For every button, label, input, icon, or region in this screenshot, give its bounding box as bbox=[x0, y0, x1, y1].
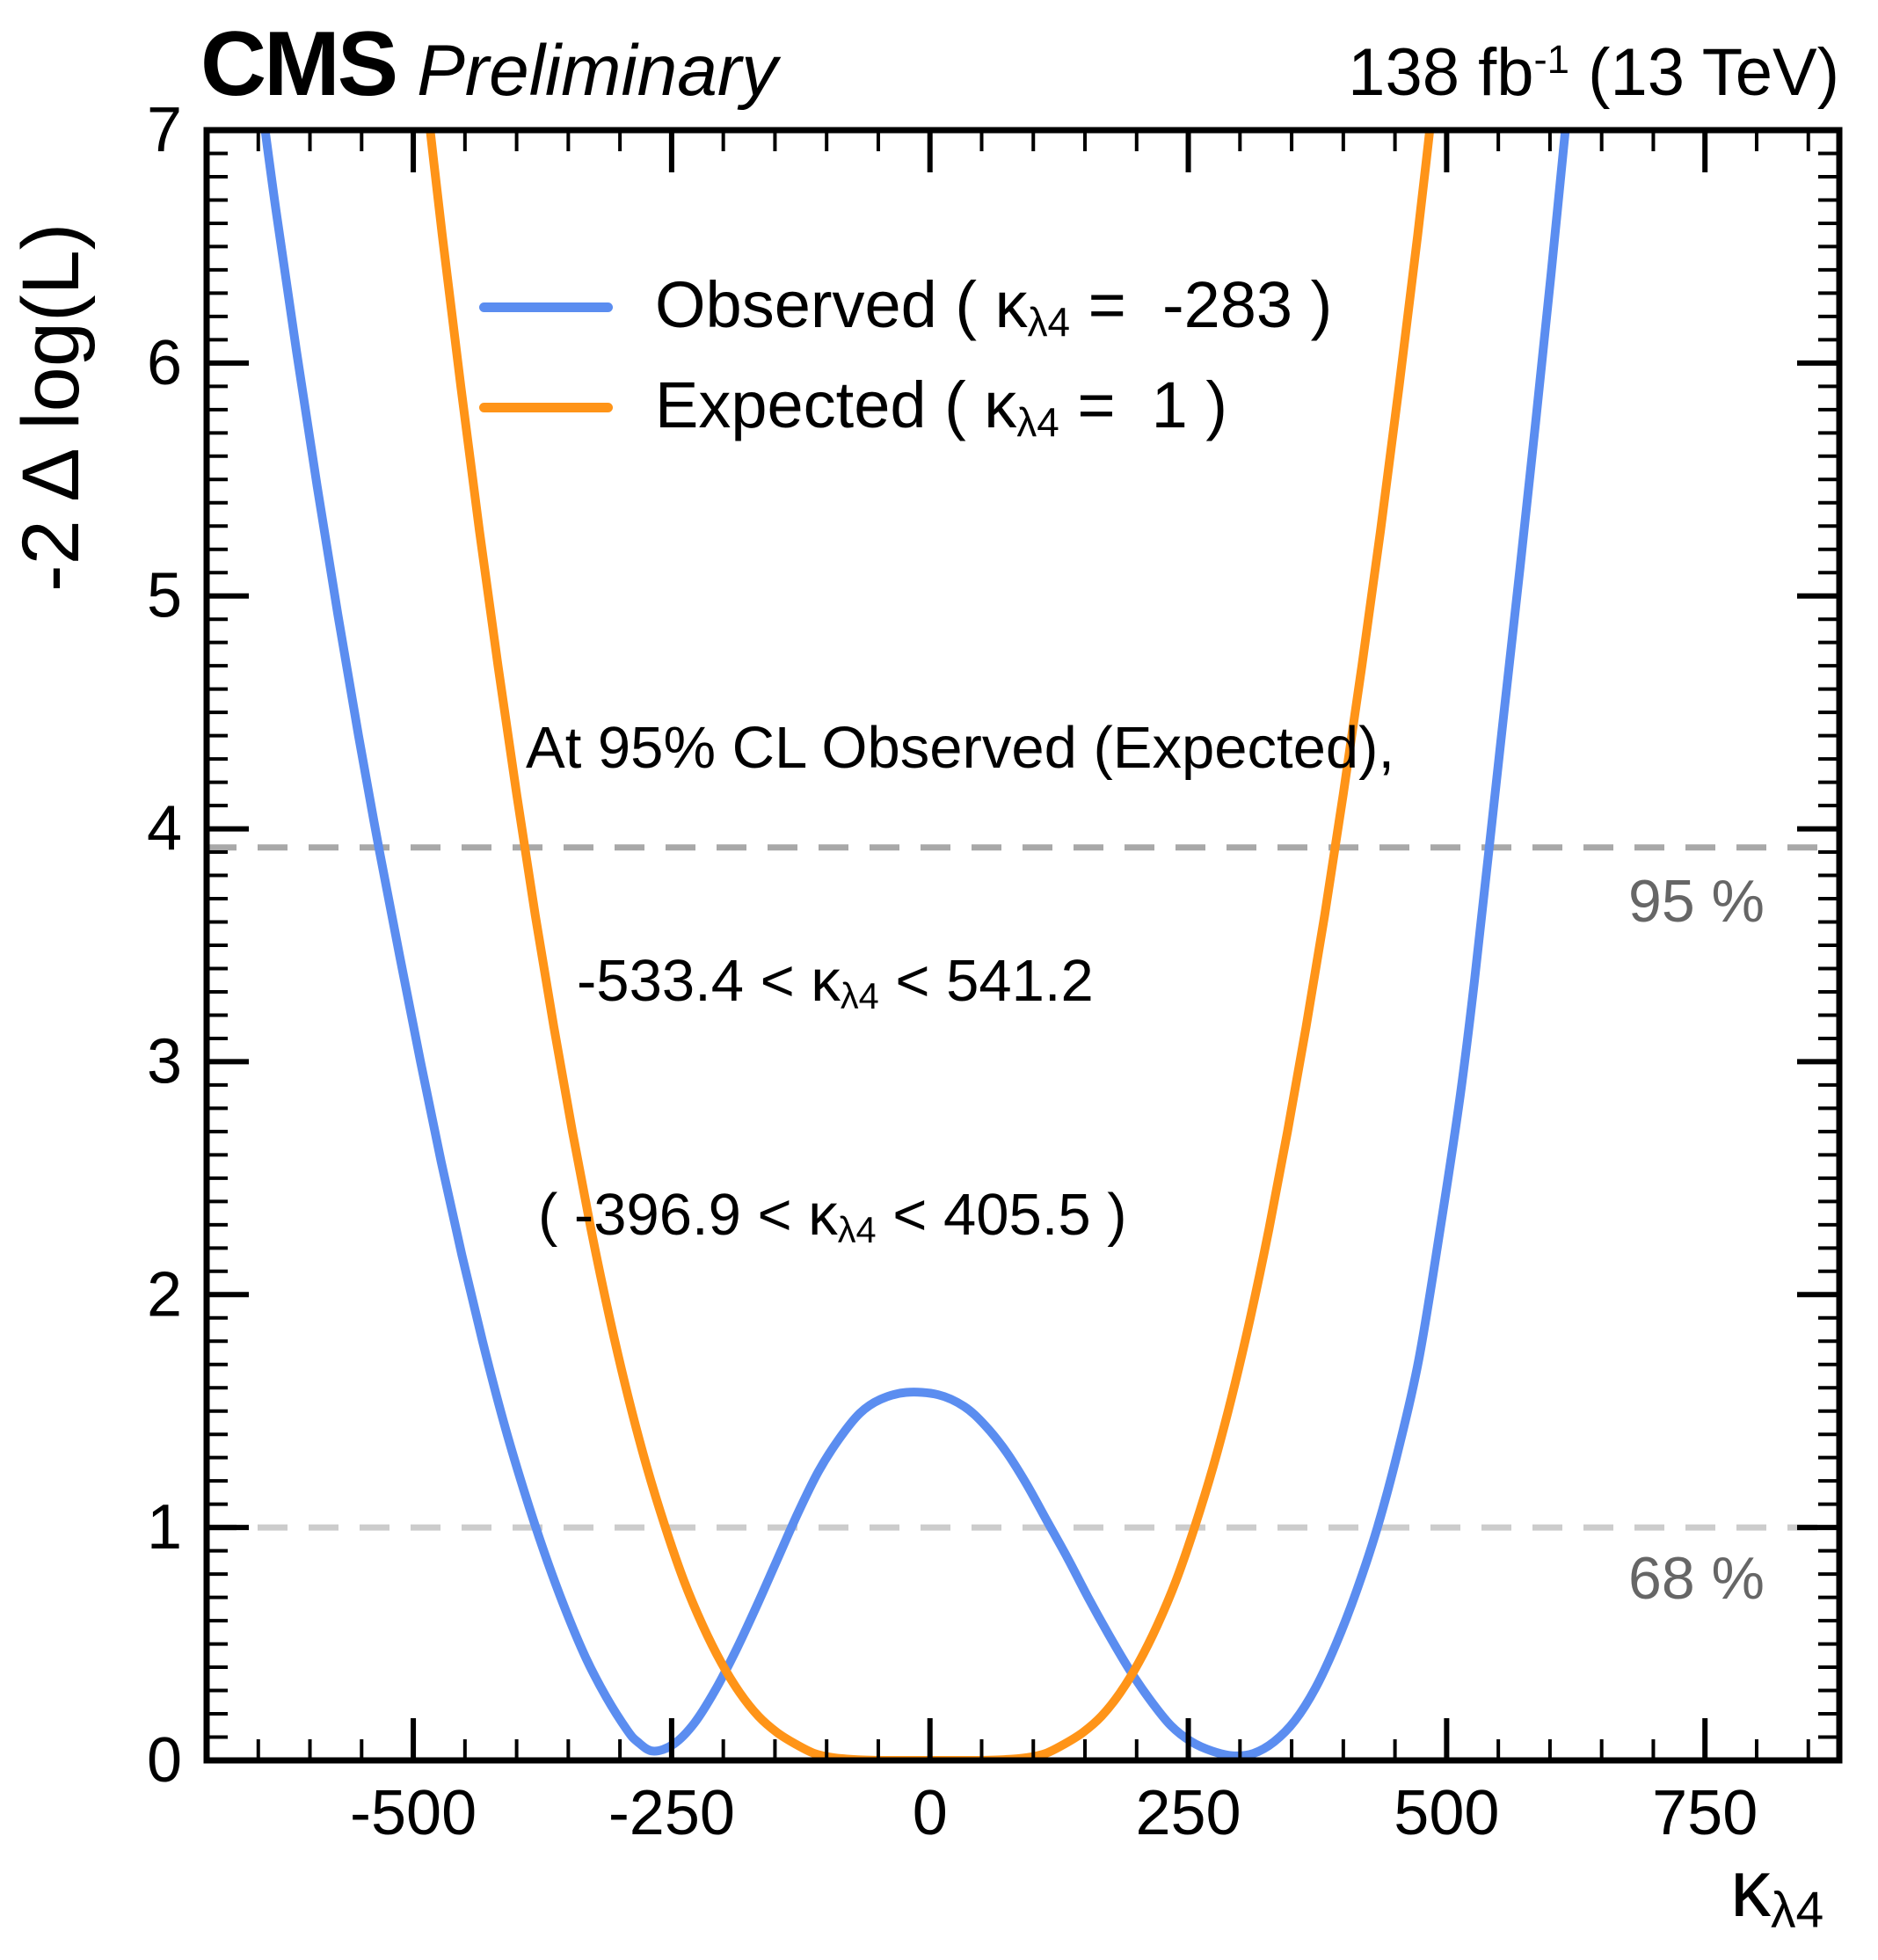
experiment-label: CMS Preliminary bbox=[200, 12, 777, 117]
observed-legend-swatch bbox=[479, 302, 613, 312]
expected-legend-swatch bbox=[479, 402, 613, 412]
x-axis-title: κλ4 bbox=[1730, 1844, 1824, 1939]
x-tick-label: 0 bbox=[913, 1778, 948, 1848]
x-tick-label: -250 bbox=[608, 1778, 735, 1848]
cl-68-label: 68 % bbox=[1628, 1545, 1765, 1612]
y-tick-label: 2 bbox=[147, 1259, 182, 1330]
cms-logo-text: CMS bbox=[200, 13, 398, 115]
legend: Observed ( κλ4 = -283 ) Expected ( κλ4 =… bbox=[479, 257, 1332, 457]
annotation-line-3: ( -396.9 < κλ4 < 405.5 ) bbox=[538, 1182, 1127, 1251]
annotation-line-2: -533.4 < κλ4 < 541.2 bbox=[577, 948, 1094, 1017]
y-tick-label: 1 bbox=[147, 1492, 182, 1563]
lumi-exponent: -1 bbox=[1533, 36, 1570, 82]
annotation-line-1: At 95% CL Observed (Expected), bbox=[526, 714, 1395, 781]
preliminary-label: Preliminary bbox=[417, 31, 778, 111]
y-tick-label: 7 bbox=[147, 95, 182, 165]
y-tick-label: 3 bbox=[147, 1026, 182, 1097]
legend-entry-expected: Expected ( κλ4 = 1 ) bbox=[479, 357, 1332, 457]
observed-legend-label: Observed ( κλ4 = -283 ) bbox=[655, 268, 1333, 346]
y-tick-label: 4 bbox=[147, 794, 182, 864]
expected-legend-label: Expected ( κλ4 = 1 ) bbox=[655, 368, 1228, 446]
luminosity-label: 138 fb-1 (13 TeV) bbox=[1348, 35, 1839, 110]
plot-header: CMS Preliminary 138 fb-1 (13 TeV) bbox=[200, 12, 1839, 117]
ci-annotation: At 95% CL Observed (Expected), -533.4 < … bbox=[526, 554, 1394, 1410]
observed-curve bbox=[260, 130, 1570, 1760]
x-tick-label: 750 bbox=[1652, 1778, 1758, 1848]
expected-curve bbox=[426, 130, 1435, 1760]
x-tick-label: -500 bbox=[350, 1778, 477, 1848]
y-tick-label: 5 bbox=[147, 561, 182, 631]
y-axis-title: -2 Δ log(L) bbox=[6, 222, 96, 592]
plot-frame bbox=[203, 127, 1843, 1764]
cl-95-label: 95 % bbox=[1628, 868, 1765, 935]
y-tick-label: 6 bbox=[147, 328, 182, 398]
legend-entry-observed: Observed ( κλ4 = -283 ) bbox=[479, 257, 1332, 357]
y-tick-label: 0 bbox=[147, 1725, 182, 1796]
x-tick-label: 250 bbox=[1135, 1778, 1241, 1848]
x-tick-label: 500 bbox=[1394, 1778, 1499, 1848]
